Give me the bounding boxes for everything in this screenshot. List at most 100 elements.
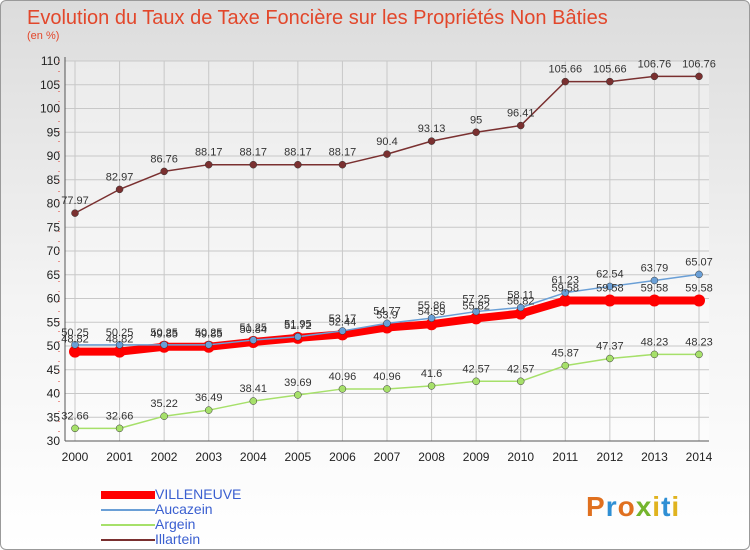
data-point-illartein [606,77,614,86]
data-point-villeneuve [425,318,438,331]
y-tick-label: 80 [47,197,61,211]
x-tick-label: 2001 [106,450,133,464]
data-point-aucazein [516,303,525,312]
data-label-aucazein: 54.77 [373,305,401,317]
data-point-villeneuve [559,294,572,307]
legend-swatch [101,509,155,511]
data-point-aucazein [204,341,213,349]
x-tick-label: 2007 [374,450,401,464]
data-point-illartein [472,128,480,136]
data-label-aucazein: 55.86 [418,300,446,312]
data-point-argein [71,424,79,433]
data-point-aucazein [294,332,302,341]
data-point-aucazein [650,276,659,285]
data-point-illartein [249,160,258,169]
data-label-argein: 41.6 [421,368,442,380]
data-label-illartein: 106.76 [682,58,716,70]
data-label-villeneuve: 48.82 [61,334,89,346]
data-point-illartein [383,150,391,158]
x-tick-label: 2000 [62,450,89,464]
y-tick-label: 50 [47,339,61,353]
y-tick-label: 95 [47,125,61,139]
data-point-villeneuve [113,345,126,358]
y-tick-label: 105 [40,78,60,92]
data-point-aucazein [472,307,480,316]
data-label-villeneuve: 52.44 [329,316,357,328]
data-label-argein: 35.22 [150,398,178,410]
data-label-argein: 48.23 [641,336,669,348]
data-point-aucazein [71,341,79,349]
data-point-aucazein [383,319,391,328]
y-tick-label: 40 [47,387,61,401]
data-point-illartein [338,160,347,169]
x-tick-label: 2011 [552,450,578,464]
y-tick-label: 30 [47,434,61,448]
data-point-villeneuve [69,345,81,358]
legend-swatch [101,539,155,541]
data-label-villeneuve: 59.58 [552,282,580,294]
data-label-illartein: 86.76 [150,153,178,165]
data-point-villeneuve [514,307,527,320]
data-point-argein [695,350,703,359]
data-point-aucazein [561,288,570,297]
data-label-illartein: 88.17 [240,147,268,159]
data-label-aucazein: 50.25 [106,327,134,339]
data-label-argein: 45.87 [552,348,580,360]
data-point-illartein [160,167,168,176]
legend-label: Argein [155,516,196,532]
data-label-villeneuve: 50.84 [240,324,268,336]
data-point-illartein [294,160,302,169]
x-tick-label: 2009 [463,450,490,464]
data-point-aucazein [115,341,124,349]
data-label-argein: 40.96 [373,371,401,383]
data-point-argein [606,354,614,363]
data-label-aucazein: 51.95 [284,319,312,331]
data-point-villeneuve [693,294,705,307]
data-label-aucazein: 61.23 [552,275,580,287]
data-point-argein [204,406,213,414]
data-label-aucazein: 63.79 [641,262,669,274]
x-tick-label: 2010 [507,450,534,464]
data-point-villeneuve [648,294,661,307]
data-label-argein: 42.57 [462,363,490,375]
x-tick-label: 2004 [240,450,267,464]
data-point-argein [650,350,659,359]
y-tick-label: 65 [47,268,61,282]
data-point-aucazein [338,327,347,335]
x-tick-label: 2003 [195,450,222,464]
data-point-illartein [650,72,659,81]
data-label-villeneuve: 49.85 [195,329,223,341]
y-tick-label: 110 [41,54,60,68]
x-tick-label: 2006 [329,450,356,464]
data-point-argein [472,377,480,386]
data-point-illartein [516,121,525,130]
y-tick-label: 35 [47,410,61,424]
data-point-illartein [561,77,570,86]
proxiti-logo: Proxiti [586,491,681,522]
data-label-villeneuve: 59.58 [641,282,669,294]
data-point-aucazein [606,282,614,291]
data-label-argein: 47.37 [596,340,624,352]
legend-swatch [101,491,155,499]
x-tick-label: 2013 [641,450,668,464]
x-tick-label: 2002 [151,450,178,464]
data-label-argein: 39.69 [284,377,312,389]
data-point-illartein [427,137,436,145]
x-tick-label: 2012 [597,450,624,464]
data-label-illartein: 82.97 [106,171,134,183]
data-label-argein: 38.41 [240,383,268,395]
data-point-illartein [204,160,213,169]
data-label-argein: 42.57 [507,363,535,375]
data-label-argein: 40.96 [329,371,357,383]
data-label-aucazein: 65.07 [685,256,713,268]
y-tick-label: 60 [47,292,61,306]
x-tick-label: 2008 [418,450,445,464]
y-tick-label: 85 [47,173,61,187]
data-point-argein [249,397,258,405]
x-tick-label: 2005 [285,450,312,464]
chart-title: Evolution du Taux de Taxe Foncière sur l… [27,7,608,29]
data-label-aucazein: 57.25 [462,294,490,306]
data-label-illartein: 105.66 [548,64,582,76]
